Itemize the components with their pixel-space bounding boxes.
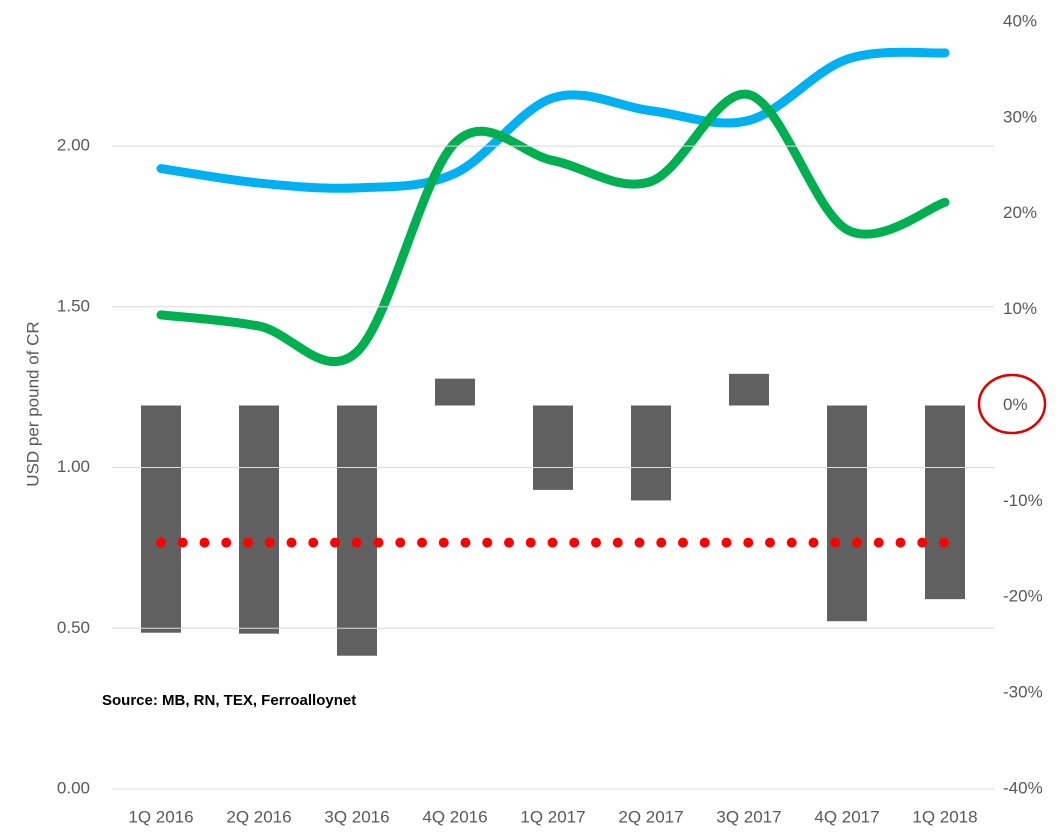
bar: [533, 405, 573, 490]
y-tick-label: 1.50: [57, 296, 90, 315]
line-series: [156, 89, 950, 367]
y2-tick-label: 40%: [1003, 11, 1037, 30]
x-tick-label: 1Q 2017: [520, 807, 585, 826]
bar: [729, 373, 769, 406]
y2-tick-label: 30%: [1003, 107, 1037, 126]
y-axis-label: USD per pound of CR: [23, 321, 42, 486]
x-tick-label: 4Q 2016: [422, 807, 487, 826]
source-note: Source: MB, RN, TEX, Ferroalloynet: [102, 692, 356, 709]
x-tick-label: 2Q 2017: [618, 807, 683, 826]
bar: [141, 405, 181, 633]
x-tick-label: 3Q 2016: [324, 807, 389, 826]
x-tick-label: 2Q 2016: [226, 807, 291, 826]
y2-tick-label: -40%: [1003, 778, 1043, 797]
x-tick-label: 3Q 2017: [716, 807, 781, 826]
bar: [239, 405, 279, 634]
bar: [631, 405, 671, 501]
y-tick-label: 2.00: [57, 136, 90, 155]
bar: [337, 405, 377, 656]
y2-tick-label: -30%: [1003, 683, 1043, 702]
y-tick-label: 0.50: [57, 618, 90, 637]
x-tick-label: 1Q 2018: [912, 807, 977, 826]
bar: [435, 378, 475, 406]
y2-tick-label: 20%: [1003, 203, 1037, 222]
y2-tick-label: -20%: [1003, 587, 1043, 606]
y2-tick-label: 0%: [1003, 395, 1028, 414]
x-tick-label: 1Q 2016: [128, 807, 193, 826]
y2-tick-label: -10%: [1003, 491, 1043, 510]
x-tick-label: 4Q 2017: [814, 807, 879, 826]
highlight-circle: [977, 373, 1047, 435]
bar: [827, 405, 867, 622]
bar: [925, 405, 965, 600]
y-tick-label: 1.00: [57, 457, 90, 476]
line-series: [156, 47, 950, 193]
y2-tick-label: 10%: [1003, 299, 1037, 318]
y-tick-label: 0.00: [57, 778, 90, 797]
